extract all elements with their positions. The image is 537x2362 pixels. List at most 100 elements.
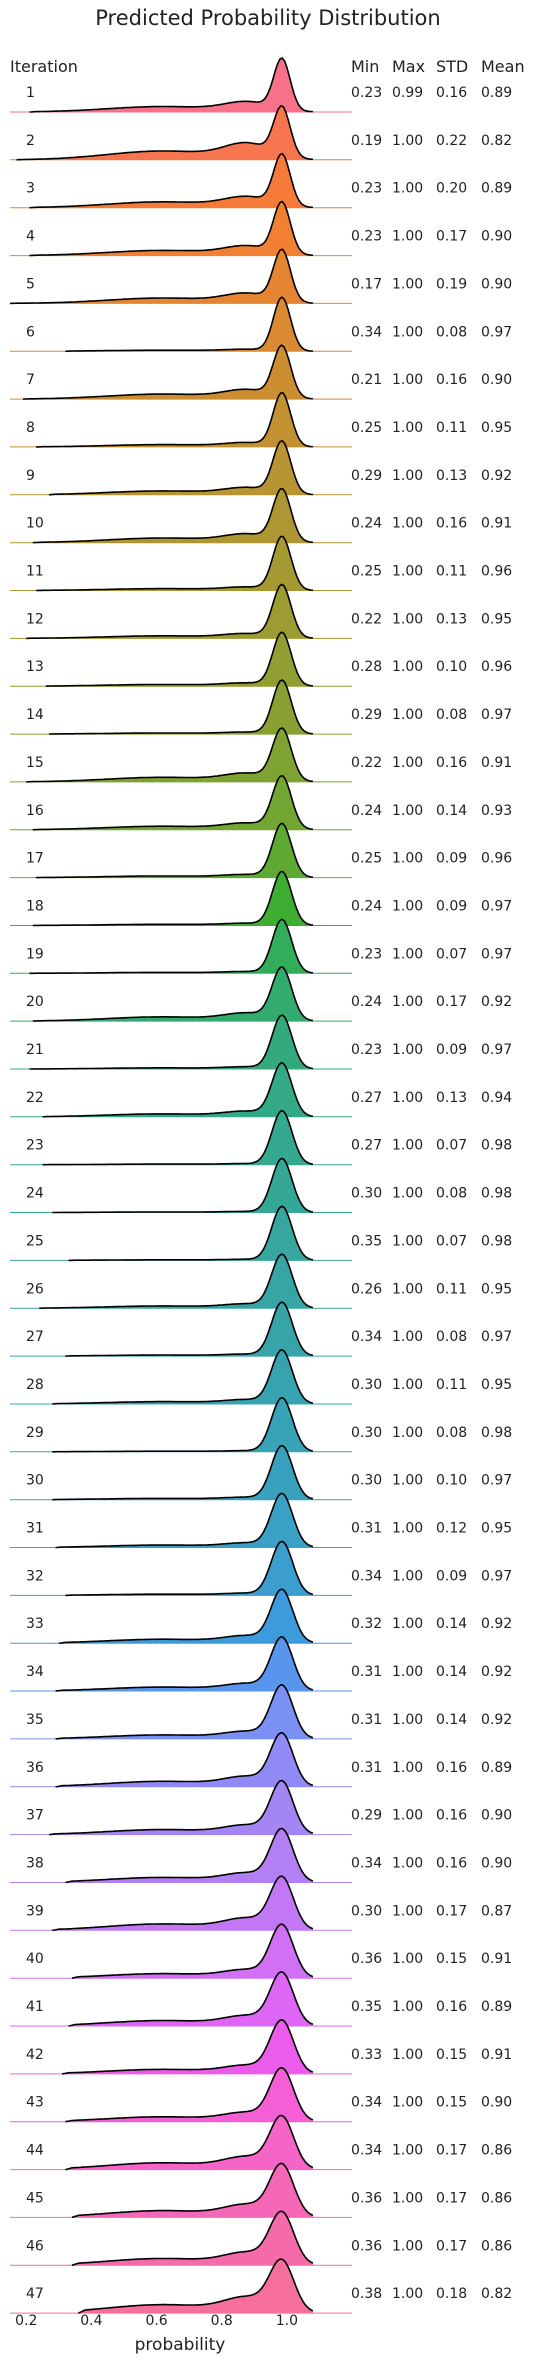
- ridge-outline: [78, 2258, 314, 2314]
- stat-max-value: 1.00: [392, 946, 423, 962]
- ridge-row: 32 0.34 1.00 0.09 0.97: [10, 1540, 512, 1597]
- stat-min-value: 0.24: [351, 516, 382, 532]
- ridge-row: 6 0.34 1.00 0.08 0.97: [10, 296, 512, 353]
- stat-min-value: 0.24: [351, 899, 382, 915]
- stat-max-value: 0.99: [392, 85, 423, 101]
- stat-min-value: 0.19: [351, 133, 382, 149]
- stat-mean-value: 0.97: [481, 1042, 512, 1058]
- stat-max-value: 1.00: [392, 1999, 423, 2015]
- stat-mean-value: 0.89: [481, 85, 512, 101]
- iteration-label: 18: [26, 899, 44, 915]
- stat-mean-value: 0.92: [481, 1616, 512, 1632]
- x-tick-label: 0.8: [211, 2313, 233, 2329]
- stat-std-value: 0.09: [436, 899, 467, 915]
- stat-std-value: 0.10: [436, 659, 467, 675]
- iteration-label: 41: [26, 1999, 44, 2015]
- stat-std-value: 0.10: [436, 1473, 467, 1489]
- stat-max-value: 1.00: [392, 755, 423, 771]
- ridge-area: [45, 632, 313, 687]
- stat-min-value: 0.33: [351, 2047, 382, 2063]
- ridge-area: [65, 2067, 313, 2122]
- stat-std-value: 0.16: [436, 516, 467, 532]
- stat-max-value: 1.00: [392, 1521, 423, 1537]
- stat-max-value: 1.00: [392, 2047, 423, 2063]
- ridge-area: [65, 2115, 313, 2170]
- ridge-row: 39 0.30 1.00 0.17 0.87: [10, 1875, 512, 1932]
- ridge-row: 1 0.23 0.99 0.16 0.89: [10, 57, 512, 113]
- ridge-outline: [32, 870, 314, 927]
- iteration-label: 12: [26, 611, 44, 627]
- stat-mean-value: 0.91: [481, 2047, 512, 2063]
- stat-max-value: 1.00: [392, 2143, 423, 2159]
- ridge-area: [55, 1684, 313, 1739]
- ridge-outline: [52, 1875, 314, 1932]
- ridge-row: 26 0.26 1.00 0.11 0.95: [10, 1253, 512, 1310]
- ridge-outline: [32, 774, 314, 831]
- stat-min-value: 0.22: [351, 755, 382, 771]
- stat-std-value: 0.16: [436, 1999, 467, 2015]
- iteration-label: 47: [26, 2286, 44, 2302]
- ridge-outline: [29, 918, 314, 975]
- ridge-row: 33 0.32 1.00 0.14 0.92: [10, 1588, 512, 1644]
- iteration-label: 46: [26, 2238, 44, 2254]
- iteration-label: 35: [26, 1712, 44, 1728]
- stat-std-value: 0.08: [436, 324, 467, 340]
- stat-min-value: 0.23: [351, 181, 382, 197]
- stat-min-value: 0.30: [351, 1377, 382, 1393]
- ridge-area: [55, 1637, 313, 1691]
- stat-std-value: 0.15: [436, 2095, 467, 2111]
- stat-max-value: 1.00: [392, 1856, 423, 1872]
- iteration-label: 43: [26, 2095, 44, 2111]
- stat-min-value: 0.31: [351, 1664, 382, 1680]
- x-tick-label: 1.0: [276, 2313, 298, 2329]
- ridge-row: 45 0.36 1.00 0.17 0.86: [10, 2162, 512, 2219]
- ridge-row: 25 0.35 1.00 0.07 0.98: [10, 1205, 512, 1262]
- stat-mean-value: 0.95: [481, 1281, 512, 1297]
- ridge-area: [58, 1589, 313, 1644]
- stat-mean-value: 0.96: [481, 851, 512, 867]
- ridge-row: 38 0.34 1.00 0.16 0.90: [10, 1827, 512, 1884]
- stat-mean-value: 0.92: [481, 468, 512, 484]
- x-tick-label: 0.2: [15, 2313, 37, 2329]
- ridge-area: [36, 823, 313, 878]
- ridge-row: 24 0.30 1.00 0.08 0.98: [10, 1157, 512, 1214]
- ridge-outline: [65, 1540, 314, 1597]
- ridge-row: 41 0.35 1.00 0.16 0.89: [10, 1971, 512, 2027]
- stat-max-value: 1.00: [392, 1042, 423, 1058]
- stat-mean-value: 0.89: [481, 181, 512, 197]
- stat-max-value: 1.00: [392, 1568, 423, 1584]
- stat-max-value: 1.00: [392, 516, 423, 532]
- ridge-outline: [71, 2210, 314, 2267]
- stat-min-value: 0.29: [351, 468, 382, 484]
- stat-std-value: 0.07: [436, 1138, 467, 1154]
- ridge-outline: [32, 966, 314, 1022]
- ridge-outline: [36, 392, 313, 448]
- ridge-area: [55, 1493, 313, 1548]
- iteration-label: 5: [26, 276, 35, 292]
- stat-min-value: 0.34: [351, 1329, 382, 1345]
- stat-mean-value: 0.93: [481, 803, 512, 819]
- stat-mean-value: 0.98: [481, 1138, 512, 1154]
- stat-headers: Min Max STD Mean: [351, 57, 525, 76]
- ridge-area: [29, 201, 313, 256]
- stat-min-value: 0.36: [351, 1951, 382, 1967]
- stat-max-value: 1.00: [392, 611, 423, 627]
- stat-mean-value: 0.98: [481, 1233, 512, 1249]
- stat-std-value: 0.13: [436, 468, 467, 484]
- stat-max-value: 1.00: [392, 1186, 423, 1202]
- ridge-row: 37 0.29 1.00 0.16 0.90: [10, 1779, 512, 1836]
- ridge-row: 47 0.38 1.00 0.18 0.82: [10, 2258, 512, 2314]
- stat-std-value: 0.08: [436, 1425, 467, 1441]
- stat-mean-value: 0.87: [481, 1903, 512, 1919]
- stat-std-value: 0.18: [436, 2286, 467, 2302]
- stat-max-value: 1.00: [392, 1377, 423, 1393]
- ridge-outline: [52, 1157, 314, 1214]
- ridge-area: [49, 1780, 313, 1835]
- ridge-row: 46 0.36 1.00 0.17 0.86: [10, 2210, 512, 2267]
- stat-mean-value: 0.92: [481, 1712, 512, 1728]
- ridge-area: [32, 488, 313, 543]
- iteration-label: 44: [26, 2143, 44, 2159]
- ridge-outline: [65, 2114, 314, 2171]
- ridge-row: 11 0.25 1.00 0.11 0.96: [10, 535, 512, 592]
- stat-min-value: 0.29: [351, 1808, 382, 1824]
